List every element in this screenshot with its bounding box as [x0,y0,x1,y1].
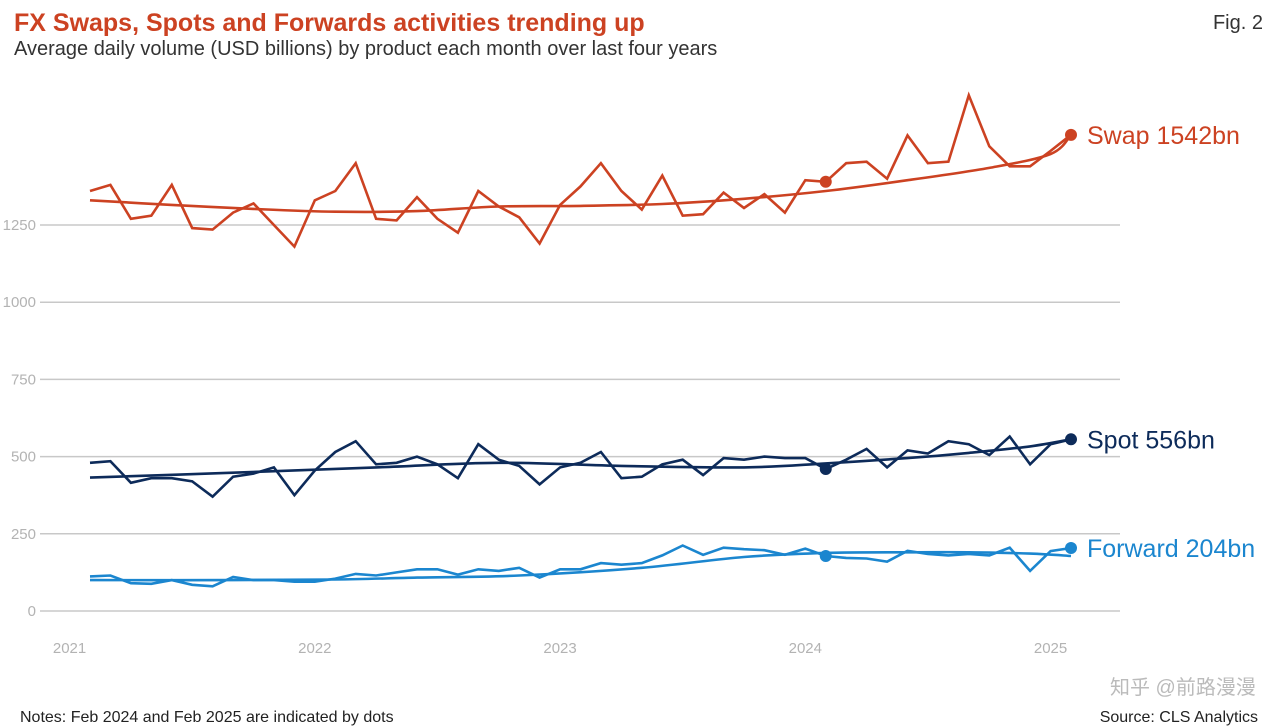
series-spot: Spot 556bn [89,426,1215,499]
y-tick-label: 250 [11,526,36,543]
y-tick-label: 1000 [3,294,36,311]
series-group: Swap 1542bn Spot 556bn Forward 204bn [89,91,1255,588]
highlight-dot-spot [1065,433,1077,446]
series-forward: Forward 204bn [89,535,1255,588]
trend-line-swap [89,133,1072,214]
watermark-text: 知乎 @前路漫漫 [1110,677,1256,699]
series-line-swap [89,91,1072,249]
end-label-swap: Swap 1542bn [1087,122,1240,150]
source-text: Source: CLS Analytics [1099,709,1258,726]
chart-subtitle: Average daily volume (USD billions) by p… [14,38,718,60]
y-tick-label: 1250 [3,217,36,234]
highlight-dot-forward [819,550,832,563]
x-tick-label: 2021 [53,640,86,657]
y-tick-label: 500 [11,449,36,466]
figure-label: Fig. 2 [1212,12,1263,34]
x-tick-label: 2025 [1034,640,1067,657]
notes-text: Notes: Feb 2024 and Feb 2025 are indicat… [20,709,394,726]
end-label-spot: Spot 556bn [1087,426,1215,454]
series-swap: Swap 1542bn [89,91,1240,249]
x-tick-label: 2023 [543,640,576,657]
end-label-forward: Forward 204bn [1087,535,1255,563]
chart-title: FX Swaps, Spots and Forwards activities … [14,9,645,37]
x-tick-label: 2022 [298,640,331,657]
highlight-dot-forward [1065,542,1077,555]
x-tick-label: 2024 [789,640,822,657]
x-axis-ticks: 2021 2022 2023 2024 2025 [53,640,1067,657]
y-tick-label: 0 [28,603,36,620]
trend-line-spot [89,438,1072,479]
highlight-dot-swap [1065,128,1077,141]
y-axis-ticks: 0 250 500 750 1000 1250 [3,217,36,620]
highlight-dot-spot [819,462,832,475]
highlight-dot-swap [819,175,832,188]
y-tick-label: 750 [11,371,36,388]
series-line-spot [89,434,1072,499]
trend-line-forward [89,550,1072,582]
